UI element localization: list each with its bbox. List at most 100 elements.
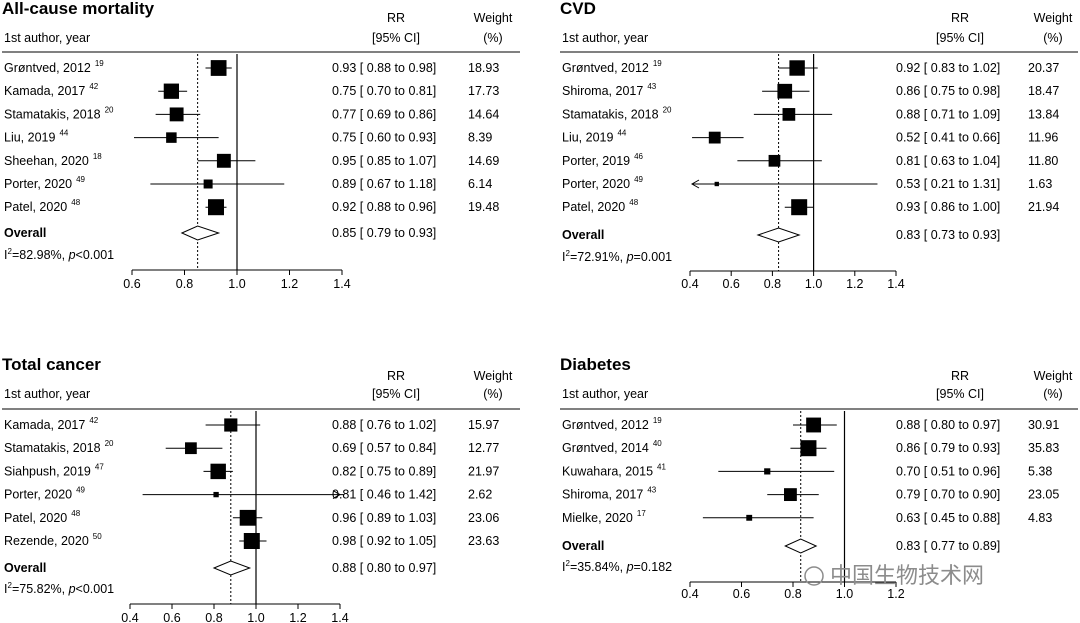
- study-author: Porter, 2020 49: [4, 175, 86, 191]
- weight-value: 6.14: [468, 177, 492, 191]
- rr-value: 0.81 [ 0.63 to 1.04]: [896, 154, 1000, 168]
- point-estimate: [210, 60, 227, 76]
- x-tick-label: 0.8: [764, 277, 781, 291]
- overall-value: 0.83 [ 0.77 to 0.89]: [896, 539, 1000, 553]
- point-estimate: [210, 463, 226, 480]
- point-estimate: [163, 83, 180, 99]
- study-row: Kamada, 2017 42 0.88 [ 0.76 to 1.02] 15.97: [4, 416, 499, 432]
- forest-plot-4: Diabetes RR [95% CI] Weight (%) 1st author, y…: [560, 355, 1078, 601]
- reference-number: 20: [105, 105, 114, 114]
- point-estimate: [166, 132, 177, 143]
- reference-number: 19: [653, 416, 662, 425]
- point-estimate: [208, 199, 224, 216]
- study-author: Kamada, 2017 42: [4, 416, 99, 432]
- overall-diamond: [784, 538, 818, 554]
- x-tick-label: 0.6: [723, 277, 740, 291]
- percent-header: (%): [483, 31, 502, 45]
- point-estimate: [714, 181, 719, 187]
- rr-value: 0.53 [ 0.21 to 1.31]: [896, 177, 1000, 191]
- reference-number: 48: [71, 509, 80, 518]
- author-header: 1st author, year: [4, 387, 90, 401]
- x-tick-label: 1.0: [247, 611, 264, 623]
- x-tick-label: 0.4: [681, 277, 698, 291]
- study-author: Sheehan, 2020 18: [4, 152, 102, 168]
- rr-header: RR: [387, 11, 405, 25]
- reference-number: 17: [637, 509, 646, 518]
- weight-value: 30.91: [1028, 418, 1059, 432]
- study-author: Stamatakis, 2018 20: [4, 439, 114, 455]
- weight-value: 17.73: [468, 84, 499, 98]
- study-author: Mielke, 2020 17: [562, 509, 646, 525]
- x-tick-label: 1.0: [805, 277, 822, 291]
- reference-number: 40: [653, 439, 662, 448]
- point-estimate: [746, 514, 753, 521]
- weight-value: 23.63: [468, 534, 499, 548]
- study-row: Stamatakis, 2018 20 0.69 [ 0.57 to 0.84] 12…: [4, 439, 499, 455]
- weight-value: 1.63: [1028, 177, 1052, 191]
- point-estimate: [789, 60, 805, 76]
- weight-value: 21.97: [468, 464, 499, 478]
- point-estimate: [806, 417, 822, 433]
- reference-number: 48: [71, 198, 80, 207]
- weight-value: 4.83: [1028, 511, 1052, 525]
- point-estimate: [800, 440, 817, 457]
- rr-value: 0.88 [ 0.71 to 1.09]: [896, 107, 1000, 121]
- weight-value: 5.38: [1028, 464, 1052, 478]
- weight-value: 19.48: [468, 200, 499, 214]
- study-row: Kamada, 2017 42 0.75 [ 0.70 to 0.81] 17.73: [4, 82, 499, 99]
- x-tick-label: 0.4: [121, 611, 138, 623]
- percent-header: (%): [1043, 387, 1062, 401]
- rr-value: 0.88 [ 0.76 to 1.02]: [332, 418, 436, 432]
- author-header: 1st author, year: [562, 387, 648, 401]
- overall-label: Overall: [562, 228, 604, 242]
- study-row: Porter, 2020 49 0.89 [ 0.67 to 1.18] 6.14: [4, 175, 492, 191]
- study-author: Rezende, 2020 50: [4, 532, 102, 548]
- reference-number: 41: [657, 462, 666, 471]
- study-row: Shiroma, 2017 43 0.79 [ 0.70 to 0.90] 23.05: [562, 486, 1059, 502]
- study-row: Porter, 2020 49 0.53 [ 0.21 to 1.31] 1.63: [562, 175, 1052, 191]
- rr-value: 0.79 [ 0.70 to 0.90]: [896, 488, 1000, 502]
- rr-value: 0.95 [ 0.85 to 1.07]: [332, 154, 436, 168]
- point-estimate: [216, 153, 231, 168]
- study-author: Siahpush, 2019 47: [4, 462, 104, 478]
- study-row: Stamatakis, 2018 20 0.88 [ 0.71 to 1.09] 13…: [562, 105, 1059, 121]
- study-row: Liu, 2019 44 0.52 [ 0.41 to 0.66] 11.96: [562, 129, 1058, 145]
- study-author: Patel, 2020 48: [562, 198, 639, 214]
- weight-header: Weight: [1034, 369, 1073, 383]
- point-estimate: [213, 491, 219, 498]
- weight-header: Weight: [474, 11, 513, 25]
- rr-value: 0.93 [ 0.88 to 0.98]: [332, 61, 436, 75]
- weight-value: 15.97: [468, 418, 499, 432]
- reference-number: 49: [76, 175, 85, 184]
- ci-header: [95% CI]: [936, 31, 984, 45]
- weight-value: 11.80: [1028, 154, 1058, 168]
- x-tick-label: 0.6: [163, 611, 180, 623]
- study-row: Grøntved, 2012 19 0.92 [ 0.83 to 1.02] 20.3…: [562, 59, 1059, 76]
- rr-value: 0.81 [ 0.46 to 1.42]: [332, 488, 436, 502]
- point-estimate: [185, 442, 197, 455]
- plot-title: All-cause mortality: [2, 0, 155, 18]
- x-tick-label: 0.8: [784, 587, 801, 601]
- x-tick-label: 1.4: [333, 277, 350, 291]
- study-author: Porter, 2020 49: [562, 175, 644, 191]
- point-estimate: [784, 488, 797, 502]
- overall-diamond: [180, 225, 221, 241]
- rr-value: 0.89 [ 0.67 to 1.18]: [332, 177, 436, 191]
- study-author: Kamada, 2017 42: [4, 82, 99, 98]
- study-author: Stamatakis, 2018 20: [562, 105, 672, 121]
- weight-value: 14.69: [468, 154, 499, 168]
- ci-arrow: [332, 490, 342, 500]
- x-tick-label: 1.4: [887, 277, 904, 291]
- study-author: Grøntved, 2012 19: [562, 416, 662, 432]
- point-estimate: [239, 509, 256, 526]
- reference-number: 50: [93, 532, 102, 541]
- x-tick-label: 1.2: [846, 277, 863, 291]
- rr-value: 0.75 [ 0.60 to 0.93]: [332, 131, 436, 145]
- reference-number: 43: [647, 82, 656, 91]
- rr-header: RR: [951, 369, 969, 383]
- reference-number: 42: [89, 416, 98, 425]
- reference-number: 19: [653, 59, 662, 68]
- overall-label: Overall: [4, 561, 46, 575]
- study-author: Liu, 2019 44: [562, 129, 627, 145]
- study-author: Patel, 2020 48: [4, 509, 81, 525]
